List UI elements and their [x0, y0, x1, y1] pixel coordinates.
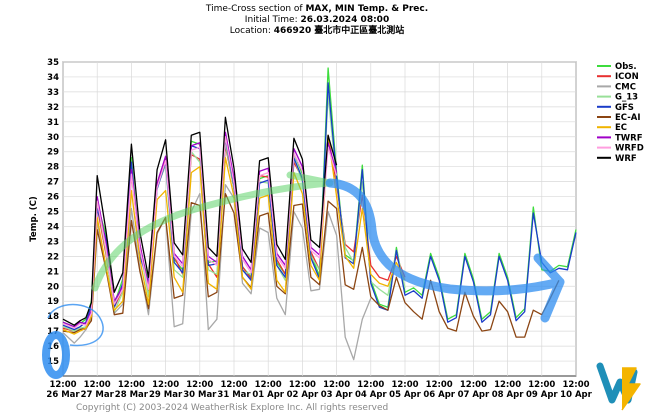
x-tick-date: 05 Apr [389, 390, 421, 400]
x-tick-date: 10 Apr [560, 390, 592, 400]
x-tick-time: 12:00 [152, 380, 179, 390]
series-line-wrfd [62, 136, 338, 329]
y-tick-label: 35 [47, 58, 59, 68]
x-tick-time: 12:00 [494, 380, 521, 390]
x-tick-date: 08 Apr [492, 390, 524, 400]
series-line-ec [62, 134, 406, 335]
y-tick-label: 21 [47, 267, 59, 277]
x-tick-time: 12:00 [84, 380, 111, 390]
x-tick-date: 09 Apr [526, 390, 558, 400]
legend-label: EC [615, 123, 627, 133]
x-tick-time: 12:00 [357, 380, 384, 390]
blue-annotation-thin-loop [47, 303, 104, 347]
y-tick-label: 27 [47, 178, 59, 188]
x-tick-date: 06 Apr [423, 390, 455, 400]
blue-annotation-circle [42, 331, 70, 379]
y-tick-label: 29 [47, 148, 59, 158]
y-tick-label: 20 [47, 282, 59, 292]
x-tick-date: 29 Mar [149, 390, 183, 400]
y-tick-label: 31 [47, 118, 59, 128]
x-tick-date: 30 Mar [183, 390, 217, 400]
chart-title: Time-Cross section of MAX, MIN Temp. & P… [205, 4, 428, 14]
legend-label: ICON [615, 72, 639, 82]
y-tick-label: 19 [47, 297, 59, 307]
x-tick-time: 12:00 [220, 380, 247, 390]
y-tick-label: 28 [47, 163, 59, 173]
x-tick-date: 03 Apr [321, 390, 353, 400]
series-layer [62, 67, 577, 361]
y-tick-label: 15 [47, 357, 59, 367]
x-tick-time: 12:00 [186, 380, 213, 390]
legend-label: EC-AI [615, 113, 641, 123]
series-line-gfs [62, 82, 577, 331]
x-tick-time: 12:00 [49, 380, 76, 390]
x-tick-time: 12:00 [255, 380, 282, 390]
y-tick-label: 22 [47, 252, 59, 262]
x-tick-date: 07 Apr [458, 390, 490, 400]
legend-label: CMC [615, 82, 636, 92]
y-tick-label: 34 [47, 73, 59, 83]
y-tick-label: 24 [47, 222, 59, 232]
chart-location: Location: 466920 臺北市中正區臺北測站 [230, 24, 404, 36]
x-tick-date: 04 Apr [355, 390, 387, 400]
legend-label: TWRF [615, 133, 643, 143]
x-tick-date: 27 Mar [81, 390, 115, 400]
y-tick-label: 18 [47, 312, 59, 322]
green-annotation-arrow [91, 171, 334, 292]
x-tick-time: 12:00 [118, 380, 145, 390]
x-tick-date: 01 Apr [252, 390, 284, 400]
legend-label: WRFD [615, 144, 644, 154]
weatherrisk-logo [596, 362, 641, 411]
legend-label: Obs. [615, 62, 637, 72]
y-tick-label: 26 [47, 193, 59, 203]
x-tick-date: 28 Mar [115, 390, 149, 400]
legend-label: WRF [615, 154, 637, 164]
x-tick-time: 12:00 [562, 380, 589, 390]
y-tick-label: 23 [47, 237, 59, 247]
legend-label: G_13 [615, 93, 638, 103]
x-tick-date: 02 Apr [287, 390, 319, 400]
blue-annotation-arrow [325, 178, 565, 323]
x-tick-date: 31 Mar [217, 390, 251, 400]
x-tick-time: 12:00 [289, 380, 316, 390]
y-axis-label: Temp. (C) [29, 196, 39, 242]
y-axis: 1516171819202122232425262728293031323334… [47, 58, 59, 367]
y-tick-label: 16 [47, 342, 59, 352]
y-tick-label: 32 [47, 103, 59, 113]
chart-initial-time: Initial Time: 26.03.2024 08:00 [245, 15, 389, 25]
x-tick-date: 26 Mar [46, 390, 80, 400]
y-tick-label: 25 [47, 208, 59, 218]
series-line-wrf [62, 116, 338, 326]
x-tick-time: 12:00 [460, 380, 487, 390]
x-tick-time: 12:00 [391, 380, 418, 390]
copyright: Copyright (C) 2003-2024 WeatherRisk Expl… [76, 403, 388, 413]
y-tick-label: 30 [47, 133, 59, 143]
legend-label: GFS [615, 103, 634, 113]
x-tick-time: 12:00 [528, 380, 555, 390]
x-tick-time: 12:00 [323, 380, 350, 390]
x-tick-time: 12:00 [426, 380, 453, 390]
plot-area [62, 61, 577, 377]
series-line-ec-ai [62, 192, 560, 338]
y-tick-label: 33 [47, 88, 59, 98]
